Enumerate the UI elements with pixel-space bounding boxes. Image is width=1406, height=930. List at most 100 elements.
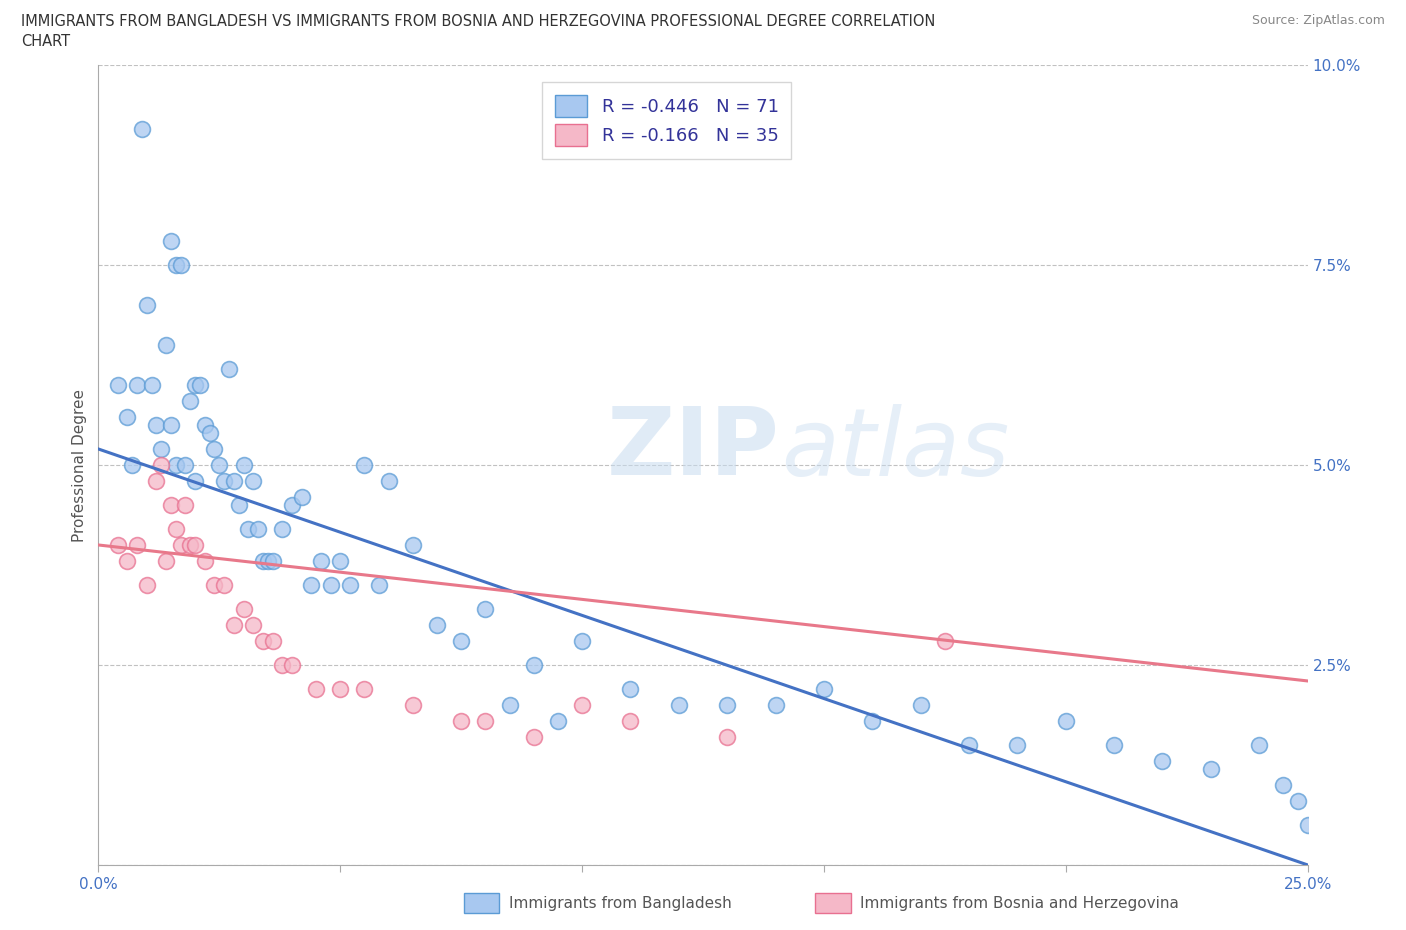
Point (957, 737, 980, 752)
Point (377, 473, 399, 488)
Point (165, 458, 187, 472)
Point (402, 538, 425, 552)
Point (117, 553, 139, 568)
Point (232, 458, 254, 472)
Point (319, 578, 342, 592)
Point (252, 553, 274, 568)
Point (107, 538, 129, 552)
Point (135, 578, 157, 592)
Point (281, 658, 304, 672)
Text: atlas: atlas (782, 404, 1010, 495)
Legend: R = -0.446   N = 71, R = -0.166   N = 35: R = -0.446 N = 71, R = -0.166 N = 35 (543, 82, 792, 159)
Point (305, 682, 328, 697)
Point (131, 122, 153, 137)
Point (619, 713, 641, 728)
Point (160, 418, 183, 432)
Point (150, 458, 173, 472)
Point (523, 658, 546, 672)
Point (329, 553, 352, 568)
Point (232, 602, 254, 617)
Point (426, 618, 449, 632)
Point (212, 473, 235, 488)
Point (1272, 777, 1295, 792)
Point (160, 233, 183, 248)
Point (242, 618, 264, 632)
Point (135, 298, 157, 312)
Point (222, 473, 245, 488)
Text: Immigrants from Bangladesh: Immigrants from Bangladesh (509, 896, 731, 910)
Point (222, 618, 245, 632)
Point (242, 473, 264, 488)
Point (121, 458, 143, 472)
Text: ZIP: ZIP (606, 403, 779, 495)
Point (165, 522, 187, 537)
Point (934, 633, 956, 648)
Text: CHART: CHART (21, 34, 70, 49)
Point (117, 409, 139, 424)
Point (141, 378, 163, 392)
Point (547, 713, 569, 728)
Point (145, 473, 167, 488)
Point (353, 682, 375, 697)
Point (281, 498, 304, 512)
Point (194, 418, 217, 432)
Point (339, 578, 361, 592)
Point (571, 698, 593, 712)
Point (368, 578, 391, 592)
Point (169, 258, 191, 272)
Point (309, 553, 332, 568)
Point (184, 538, 207, 552)
Point (212, 578, 235, 592)
Point (127, 538, 149, 552)
Point (184, 473, 207, 488)
Point (179, 393, 201, 408)
Point (1286, 793, 1309, 808)
Point (262, 553, 284, 568)
Point (813, 682, 835, 697)
Point (668, 698, 690, 712)
Point (765, 698, 787, 712)
Point (107, 378, 129, 392)
Point (256, 553, 278, 568)
Point (188, 378, 211, 392)
Point (1102, 737, 1125, 752)
Point (450, 713, 472, 728)
Point (247, 522, 270, 537)
Point (155, 338, 177, 352)
Point (150, 442, 173, 457)
Point (204, 442, 226, 457)
Point (290, 489, 312, 504)
Point (498, 698, 520, 712)
Point (204, 578, 226, 592)
Point (1199, 762, 1222, 777)
Point (716, 698, 738, 712)
Point (228, 498, 250, 512)
Point (271, 658, 294, 672)
Point (716, 729, 738, 744)
Point (184, 378, 207, 392)
Text: IMMIGRANTS FROM BANGLADESH VS IMMIGRANTS FROM BOSNIA AND HERZEGOVINA PROFESSIONA: IMMIGRANTS FROM BANGLADESH VS IMMIGRANTS… (21, 14, 935, 29)
Y-axis label: Professional Degree: Professional Degree (72, 389, 87, 541)
Point (1249, 737, 1271, 752)
Point (127, 378, 149, 392)
Point (474, 602, 496, 617)
Point (145, 418, 167, 432)
Text: Source: ZipAtlas.com: Source: ZipAtlas.com (1251, 14, 1385, 27)
Point (174, 498, 197, 512)
Point (218, 362, 240, 377)
Point (208, 458, 231, 472)
Point (165, 258, 187, 272)
Point (238, 522, 260, 537)
Point (299, 578, 322, 592)
Point (571, 633, 593, 648)
Point (1007, 737, 1029, 752)
Point (353, 458, 375, 472)
Point (450, 633, 472, 648)
Point (402, 698, 425, 712)
Point (619, 682, 641, 697)
Point (155, 553, 177, 568)
Point (160, 498, 183, 512)
Point (262, 633, 284, 648)
Point (910, 698, 932, 712)
Point (252, 633, 274, 648)
